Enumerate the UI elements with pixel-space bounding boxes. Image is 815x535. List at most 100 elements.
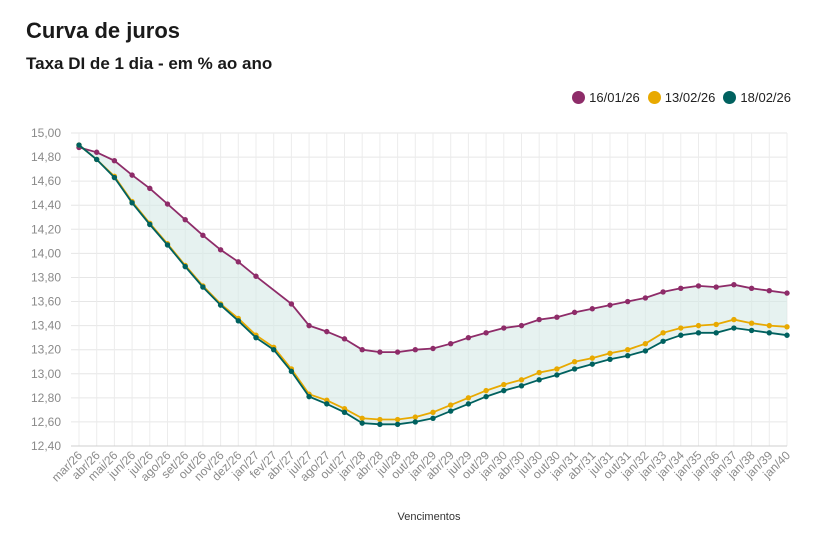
- data-point[interactable]: [359, 346, 365, 353]
- data-point[interactable]: [731, 281, 737, 288]
- data-point[interactable]: [324, 328, 330, 335]
- data-point[interactable]: [412, 419, 418, 425]
- data-point[interactable]: [111, 174, 118, 181]
- data-point[interactable]: [217, 302, 224, 308]
- data-point[interactable]: [288, 301, 295, 307]
- data-point[interactable]: [642, 295, 649, 301]
- data-point[interactable]: [448, 340, 454, 347]
- data-point[interactable]: [731, 325, 737, 331]
- data-point[interactable]: [678, 332, 684, 338]
- data-point[interactable]: [324, 401, 330, 407]
- data-point[interactable]: [571, 359, 578, 365]
- data-point[interactable]: [695, 283, 702, 289]
- data-point[interactable]: [377, 421, 383, 428]
- data-point[interactable]: [766, 288, 772, 294]
- data-point[interactable]: [642, 340, 649, 347]
- data-point[interactable]: [731, 316, 737, 323]
- data-point[interactable]: [766, 322, 772, 329]
- data-point[interactable]: [625, 298, 631, 305]
- data-point[interactable]: [678, 325, 684, 331]
- data-point[interactable]: [554, 366, 560, 372]
- data-point[interactable]: [748, 320, 755, 326]
- data-point[interactable]: [642, 348, 649, 354]
- data-point[interactable]: [607, 302, 613, 308]
- data-point[interactable]: [217, 247, 224, 253]
- data-point[interactable]: [678, 285, 684, 291]
- data-point[interactable]: [748, 285, 755, 291]
- data-point[interactable]: [235, 318, 241, 324]
- data-point[interactable]: [394, 416, 401, 423]
- data-point[interactable]: [430, 415, 436, 422]
- data-point[interactable]: [483, 393, 489, 400]
- data-point[interactable]: [518, 377, 525, 383]
- data-point[interactable]: [518, 322, 525, 329]
- data-point[interactable]: [394, 421, 401, 428]
- data-point[interactable]: [200, 284, 206, 290]
- data-point[interactable]: [589, 306, 595, 312]
- data-point[interactable]: [359, 420, 365, 426]
- data-point[interactable]: [607, 350, 613, 357]
- legend-item-13-02-26[interactable]: 13/02/26: [647, 90, 715, 105]
- data-point[interactable]: [589, 355, 595, 361]
- data-point[interactable]: [536, 316, 542, 323]
- data-point[interactable]: [483, 387, 489, 394]
- data-point[interactable]: [253, 273, 259, 279]
- data-point[interactable]: [571, 366, 578, 372]
- data-point[interactable]: [306, 393, 312, 400]
- data-point[interactable]: [288, 368, 295, 375]
- data-point[interactable]: [359, 415, 365, 422]
- data-point[interactable]: [306, 322, 312, 329]
- data-point[interactable]: [341, 336, 348, 342]
- data-point[interactable]: [625, 353, 631, 359]
- data-point[interactable]: [607, 356, 613, 363]
- data-point[interactable]: [625, 346, 631, 353]
- data-point[interactable]: [713, 321, 719, 328]
- data-point[interactable]: [501, 387, 507, 394]
- data-point[interactable]: [589, 361, 595, 367]
- data-point[interactable]: [94, 156, 100, 163]
- data-point[interactable]: [448, 402, 454, 408]
- data-point[interactable]: [713, 284, 719, 290]
- data-point[interactable]: [412, 346, 418, 353]
- data-point[interactable]: [571, 309, 578, 316]
- data-point[interactable]: [341, 409, 348, 415]
- data-point[interactable]: [394, 349, 401, 355]
- data-point[interactable]: [536, 369, 542, 376]
- data-point[interactable]: [164, 242, 171, 248]
- data-point[interactable]: [253, 334, 259, 341]
- data-point[interactable]: [766, 330, 772, 336]
- data-point[interactable]: [94, 149, 100, 155]
- data-point[interactable]: [430, 409, 436, 415]
- data-point[interactable]: [182, 216, 188, 223]
- data-point[interactable]: [76, 142, 82, 148]
- data-point[interactable]: [111, 157, 118, 164]
- data-point[interactable]: [465, 334, 472, 341]
- data-point[interactable]: [129, 172, 135, 178]
- data-point[interactable]: [784, 290, 790, 296]
- data-point[interactable]: [200, 232, 206, 239]
- data-point[interactable]: [784, 332, 790, 338]
- data-point[interactable]: [448, 408, 454, 414]
- data-point[interactable]: [554, 372, 560, 378]
- legend-item-16-01-26[interactable]: 16/01/26: [572, 90, 640, 105]
- data-point[interactable]: [271, 346, 277, 353]
- data-point[interactable]: [695, 322, 702, 329]
- data-point[interactable]: [501, 381, 507, 388]
- data-point[interactable]: [483, 330, 489, 336]
- data-point[interactable]: [518, 383, 525, 389]
- data-point[interactable]: [147, 221, 153, 228]
- data-point[interactable]: [377, 349, 383, 355]
- data-point[interactable]: [465, 395, 472, 401]
- data-point[interactable]: [377, 416, 383, 423]
- legend-item-18-02-26[interactable]: 18/02/26: [723, 90, 791, 105]
- data-point[interactable]: [536, 377, 542, 383]
- data-point[interactable]: [748, 327, 755, 334]
- data-point[interactable]: [182, 263, 188, 270]
- data-point[interactable]: [660, 330, 666, 336]
- data-point[interactable]: [660, 289, 666, 295]
- data-point[interactable]: [430, 345, 436, 352]
- data-point[interactable]: [660, 338, 666, 344]
- data-point[interactable]: [554, 314, 560, 320]
- data-point[interactable]: [465, 401, 472, 407]
- data-point[interactable]: [235, 259, 241, 265]
